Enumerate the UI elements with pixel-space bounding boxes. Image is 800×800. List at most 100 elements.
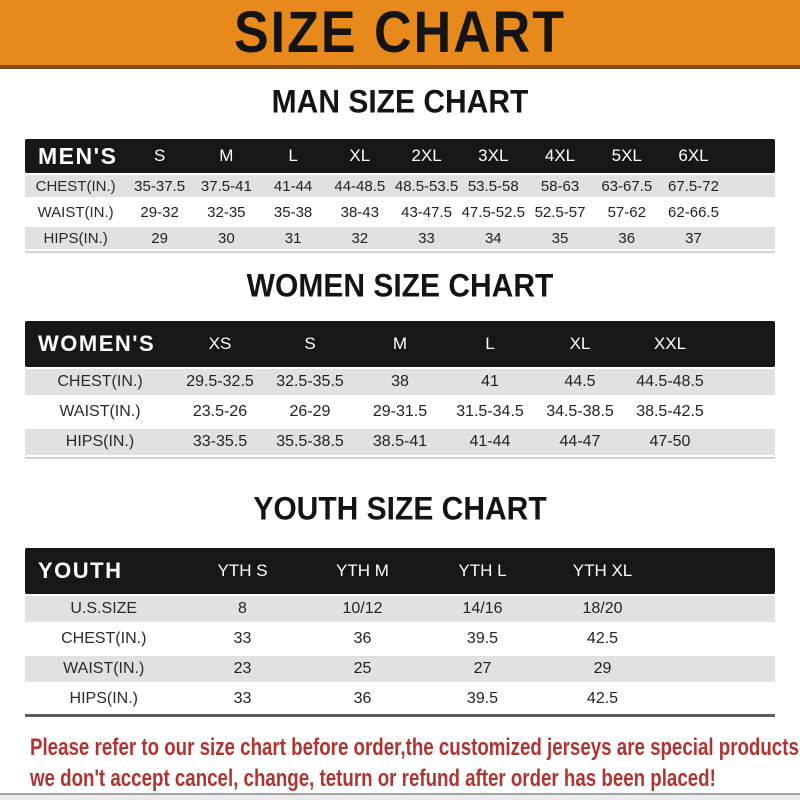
size-header-cell: S <box>304 334 316 353</box>
men-size-table: MEN'S S M L XL 2XL 3XL 4XL 5XL 6XL CHEST(IN.) 35-37… <box>25 139 775 253</box>
value-cell: 36 <box>353 690 372 707</box>
value-cell: 44-48.5 <box>334 177 386 195</box>
size-header-cell: 5XL <box>611 146 642 165</box>
value-cell: 34 <box>484 229 502 247</box>
value-cell: 34.5-38.5 <box>546 403 614 420</box>
table-row: CHEST(IN.) 29.5-32.5 32.5-35.5 38 41 44.5 44.5… <box>25 367 775 397</box>
banner: SIZE CHART <box>0 0 800 69</box>
value-cell: 27 <box>473 660 492 677</box>
value-cell: 38.5-42.5 <box>636 403 704 420</box>
row-label-cell: WAIST(IN.) <box>59 403 141 420</box>
value-cell: 44.5 <box>564 373 596 390</box>
women-section-title: WOMEN SIZE CHART <box>246 268 554 305</box>
size-header-cell: XXL <box>653 334 687 353</box>
size-header-cell: 6XL <box>678 146 709 165</box>
value-cell: 58-63 <box>540 177 580 195</box>
value-cell: 32-35 <box>207 203 246 221</box>
value-cell: 33-35.5 <box>192 433 248 450</box>
value-cell: 23.5-26 <box>192 403 248 420</box>
value-cell: 52.5-57 <box>534 203 586 221</box>
value-cell: 53.5-58 <box>467 177 519 195</box>
value-cell: 29.5-32.5 <box>186 373 254 390</box>
value-cell: 33 <box>233 630 252 647</box>
value-cell: 25 <box>353 660 372 677</box>
value-cell: 41-44 <box>273 177 313 195</box>
size-header-cell: XL <box>569 334 591 353</box>
value-cell: 33 <box>233 690 252 707</box>
size-header-cell: M <box>219 146 234 165</box>
row-label-cell: HIPS(IN.) <box>65 433 135 450</box>
size-header-cell: YTH S <box>217 561 268 580</box>
value-cell: 29 <box>151 229 168 247</box>
value-cell: 18/20 <box>582 600 623 617</box>
value-cell: 32 <box>351 229 369 247</box>
value-cell: 37 <box>685 229 702 247</box>
value-cell: 39.5 <box>466 690 499 707</box>
size-header-cell: L <box>288 146 298 165</box>
notice-line-1: Please refer to our size chart before or… <box>30 734 800 761</box>
row-label-cell: WAIST(IN.) <box>63 660 145 677</box>
value-cell: 39.5 <box>466 630 499 647</box>
youth-size-table: YOUTH YTH S YTH M YTH L YTH XL U.S.SIZE 8 10/12… <box>25 548 775 717</box>
value-cell: 30 <box>218 229 235 247</box>
value-cell: 42.5 <box>586 630 619 647</box>
youth-section-title: YOUTH SIZE CHART <box>253 491 547 528</box>
value-cell: 63-67.5 <box>601 177 653 195</box>
table-row: WAIST(IN.) 23 25 27 29 <box>25 654 775 684</box>
size-header-cell: YTH M <box>336 561 389 580</box>
row-label-cell: CHEST(IN.) <box>35 177 116 195</box>
value-cell: 47-50 <box>649 433 691 450</box>
value-cell: 29 <box>593 660 612 677</box>
table-header-row: YOUTH YTH S YTH M YTH L YTH XL <box>25 548 775 594</box>
value-cell: 31 <box>284 229 302 247</box>
value-cell: 38.5-41 <box>372 433 428 450</box>
size-header-cell: 4XL <box>544 146 576 165</box>
value-cell: 37.5-41 <box>200 177 252 195</box>
size-header-cell: XS <box>208 334 232 353</box>
value-cell: 35.5-38.5 <box>276 433 344 450</box>
value-cell: 26-29 <box>289 403 331 420</box>
value-cell: 35-37.5 <box>134 177 186 195</box>
footer-notice: Please refer to our size chart before or… <box>30 732 800 794</box>
value-cell: 36 <box>618 229 636 247</box>
men-section-title: MAN SIZE CHART <box>271 84 529 121</box>
value-cell: 35 <box>551 229 569 247</box>
value-cell: 38-43 <box>340 203 379 221</box>
row-label-cell: CHEST(IN.) <box>61 630 147 647</box>
table-row: HIPS(IN.) 33 36 39.5 42.5 <box>25 684 775 714</box>
table-row: CHEST(IN.) 33 36 39.5 42.5 <box>25 624 775 654</box>
table-row: U.S.SIZE 8 10/12 14/16 18/20 <box>25 594 775 624</box>
row-label-cell: HIPS(IN.) <box>43 229 108 247</box>
value-cell: 31.5-34.5 <box>456 403 524 420</box>
value-cell: 41 <box>481 373 499 390</box>
table-title-cell: YOUTH <box>38 558 123 583</box>
bottom-edge-divider <box>0 793 800 800</box>
value-cell: 29-32 <box>140 203 179 221</box>
table-row: WAIST(IN.) 29-32 32-35 35-38 38-43 43-47.5 47.… <box>25 199 775 225</box>
notice-line-2: we don't accept cancel, change, teturn o… <box>30 765 716 792</box>
page-title: SIZE CHART <box>234 0 566 65</box>
row-label-cell: CHEST(IN.) <box>57 373 143 390</box>
value-cell: 42.5 <box>586 690 619 707</box>
value-cell: 67.5-72 <box>668 177 719 195</box>
value-cell: 44-47 <box>559 433 601 450</box>
row-label-cell: U.S.SIZE <box>70 600 138 617</box>
table-row: HIPS(IN.) 33-35.5 35.5-38.5 38.5-41 41-44 44-… <box>25 427 775 457</box>
table-title-cell: WOMEN'S <box>38 331 156 356</box>
size-header-cell: 2XL <box>411 146 442 165</box>
row-label-cell: WAIST(IN.) <box>37 203 114 221</box>
value-cell: 62-66.5 <box>668 203 719 221</box>
women-section: WOMEN SIZE CHART WOMEN'S XS S M L XL XXL CHEST(… <box>0 268 800 459</box>
men-section: MAN SIZE CHART MEN'S S M L XL 2XL 3XL 4XL 5XL 6XL… <box>0 84 800 253</box>
row-label-cell: HIPS(IN.) <box>69 690 138 707</box>
value-cell: 10/12 <box>342 600 383 617</box>
size-header-cell: XL <box>349 146 371 165</box>
value-cell: 35-38 <box>273 203 313 221</box>
table-row: WAIST(IN.) 23.5-26 26-29 29-31.5 31.5-34.5 34… <box>25 397 775 427</box>
value-cell: 41-44 <box>469 433 511 450</box>
size-header-cell: M <box>392 334 408 353</box>
value-cell: 14/16 <box>462 600 503 617</box>
value-cell: 29-31.5 <box>372 403 428 420</box>
value-cell: 43-47.5 <box>401 203 452 221</box>
